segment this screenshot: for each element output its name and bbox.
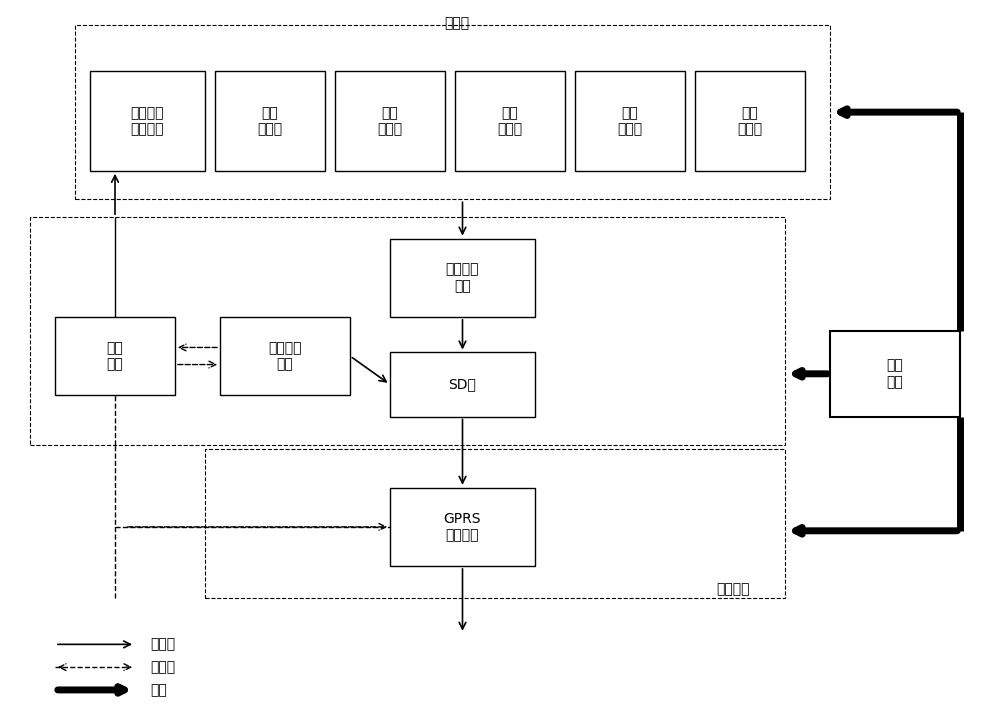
Text: 数据流: 数据流 [150, 637, 175, 651]
Text: 气压
传感器: 气压 传感器 [617, 106, 643, 136]
FancyBboxPatch shape [335, 71, 445, 171]
Text: 主控
模块: 主控 模块 [107, 341, 123, 371]
Text: 风速、风
向传感器: 风速、风 向传感器 [131, 106, 164, 136]
FancyBboxPatch shape [390, 352, 535, 417]
FancyBboxPatch shape [220, 317, 350, 395]
Text: SD卡: SD卡 [449, 377, 476, 392]
FancyBboxPatch shape [575, 71, 685, 171]
Text: 控制流: 控制流 [150, 660, 175, 674]
Text: 电源
模块: 电源 模块 [887, 359, 903, 389]
Text: 电源: 电源 [150, 683, 167, 697]
Text: 雨量
传感器: 雨量 传感器 [737, 106, 763, 136]
Text: 数据处理
模块: 数据处理 模块 [446, 263, 479, 293]
FancyBboxPatch shape [390, 488, 535, 566]
FancyBboxPatch shape [215, 71, 325, 171]
FancyBboxPatch shape [390, 239, 535, 317]
Text: 通信模块: 通信模块 [716, 582, 750, 596]
FancyBboxPatch shape [830, 331, 960, 417]
Text: 光强
传感器: 光强 传感器 [497, 106, 523, 136]
FancyBboxPatch shape [90, 71, 205, 171]
FancyBboxPatch shape [55, 317, 175, 395]
Text: 预测算法
模块: 预测算法 模块 [268, 341, 302, 371]
Text: 温度
传感器: 温度 传感器 [257, 106, 283, 136]
Text: GPRS
通信模块: GPRS 通信模块 [444, 512, 481, 542]
Text: 湿度
传感器: 湿度 传感器 [377, 106, 403, 136]
FancyBboxPatch shape [695, 71, 805, 171]
Text: 传感器: 传感器 [444, 16, 470, 30]
FancyBboxPatch shape [455, 71, 565, 171]
